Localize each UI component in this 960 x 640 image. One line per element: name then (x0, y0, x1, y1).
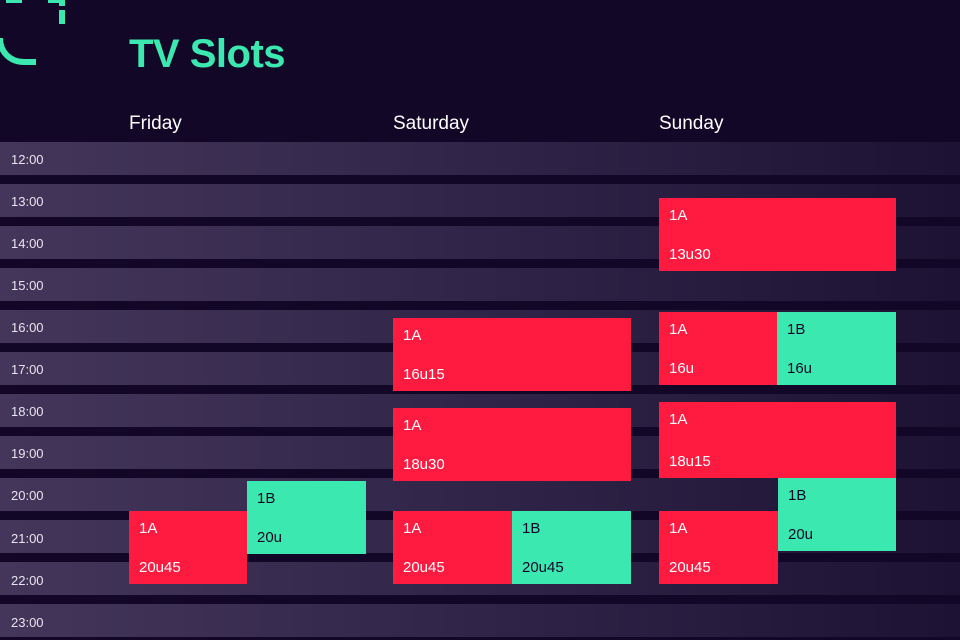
time-label: 12:00 (11, 152, 44, 167)
slot-code: 1A (139, 520, 158, 537)
slot-time: 16u15 (403, 366, 445, 383)
time-row (0, 142, 960, 175)
time-label: 23:00 (11, 615, 44, 630)
slot-time: 20u45 (139, 559, 181, 576)
slot-time: 20u45 (669, 559, 711, 576)
slot-sunday-1b-2000[interactable]: 1B 20u (778, 478, 896, 551)
time-label: 15:00 (11, 278, 44, 293)
slot-time: 13u30 (669, 246, 711, 263)
time-label: 20:00 (11, 488, 44, 503)
time-label: 21:00 (11, 531, 44, 546)
slot-code: 1B (257, 490, 276, 507)
slot-sunday-1b-1600[interactable]: 1B 16u (777, 312, 896, 385)
slot-code: 1A (669, 321, 688, 338)
slot-code: 1A (403, 327, 422, 344)
slot-time: 20u45 (522, 559, 564, 576)
slot-code: 1A (669, 207, 688, 224)
slot-sunday-1a-1600[interactable]: 1A 16u (659, 312, 777, 385)
slot-time: 16u (669, 360, 695, 377)
slot-code: 1A (669, 520, 688, 537)
slot-friday-1b-2000[interactable]: 1B 20u (247, 481, 366, 554)
slot-code: 1B (787, 321, 806, 338)
time-label: 14:00 (11, 236, 44, 251)
slot-time: 20u (257, 529, 283, 546)
time-label: 19:00 (11, 446, 44, 461)
slot-sunday-1a-2045[interactable]: 1A 20u45 (659, 511, 778, 584)
slot-sunday-1a-1330[interactable]: 1A 13u30 (659, 198, 896, 271)
slot-code: 1A (403, 417, 422, 434)
day-header-saturday: Saturday (393, 113, 470, 134)
corner-bracket-logo-icon (0, 0, 65, 65)
slot-time: 20u45 (403, 559, 445, 576)
slot-sunday-1a-1815[interactable]: 1A 18u15 (659, 402, 896, 478)
slot-code: 1B (788, 487, 807, 504)
slot-saturday-1a-1615[interactable]: 1A 16u15 (393, 318, 631, 391)
slot-code: 1A (403, 520, 422, 537)
slot-code: 1A (669, 411, 688, 428)
time-row (0, 268, 960, 301)
slot-time: 16u (787, 360, 813, 377)
time-label: 17:00 (11, 362, 44, 377)
slot-code: 1B (522, 520, 541, 537)
slot-saturday-1a-1830[interactable]: 1A 18u30 (393, 408, 631, 481)
day-header-sunday: Sunday (659, 113, 724, 134)
slot-friday-1a-2045[interactable]: 1A 20u45 (129, 511, 247, 584)
time-label: 18:00 (11, 404, 44, 419)
slot-saturday-1a-2045[interactable]: 1A 20u45 (393, 511, 512, 584)
time-label: 16:00 (11, 320, 44, 335)
time-label: 22:00 (11, 573, 44, 588)
slot-saturday-1b-2045[interactable]: 1B 20u45 (512, 511, 631, 584)
page-title: TV Slots (129, 32, 286, 76)
time-row (0, 604, 960, 637)
slot-time: 20u (788, 526, 814, 543)
slot-time: 18u15 (669, 453, 711, 470)
time-label: 13:00 (11, 194, 44, 209)
slot-time: 18u30 (403, 456, 445, 473)
day-header-friday: Friday (129, 113, 182, 134)
